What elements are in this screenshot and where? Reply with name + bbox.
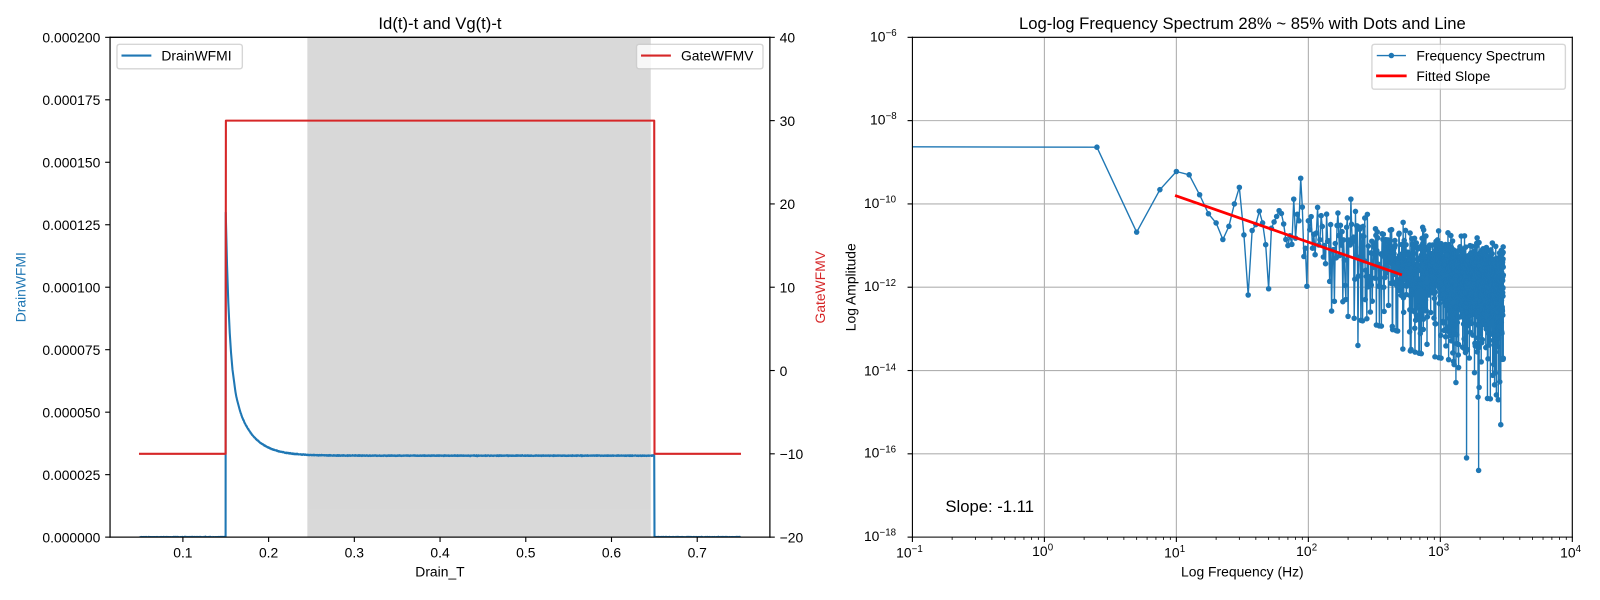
svg-text:0.000125: 0.000125 xyxy=(42,217,100,233)
svg-text:104: 104 xyxy=(1560,544,1582,560)
svg-text:10−16: 10−16 xyxy=(864,444,896,460)
svg-text:101: 101 xyxy=(1164,544,1185,560)
svg-text:0.000175: 0.000175 xyxy=(42,92,100,108)
svg-text:10−6: 10−6 xyxy=(870,28,897,44)
svg-text:Slope: -1.11: Slope: -1.11 xyxy=(945,497,1034,516)
svg-text:DrainWFMI: DrainWFMI xyxy=(161,47,231,63)
svg-text:0.5: 0.5 xyxy=(516,544,536,560)
svg-text:20: 20 xyxy=(780,196,796,212)
svg-text:30: 30 xyxy=(780,113,796,129)
svg-text:0.3: 0.3 xyxy=(345,544,365,560)
svg-text:40: 40 xyxy=(780,30,796,46)
svg-text:Frequency Spectrum: Frequency Spectrum xyxy=(1416,47,1545,63)
svg-text:0.000075: 0.000075 xyxy=(42,342,100,358)
svg-text:100: 100 xyxy=(1032,543,1054,559)
svg-text:10: 10 xyxy=(780,280,796,296)
svg-text:0.000050: 0.000050 xyxy=(42,404,100,420)
svg-text:10−12: 10−12 xyxy=(864,278,896,294)
svg-text:0.000150: 0.000150 xyxy=(42,155,100,171)
svg-text:GateWFMV: GateWFMV xyxy=(812,250,828,323)
svg-text:10−14: 10−14 xyxy=(864,362,897,378)
svg-text:Fitted Slope: Fitted Slope xyxy=(1416,68,1490,84)
svg-text:10−1: 10−1 xyxy=(896,544,923,560)
svg-text:0.6: 0.6 xyxy=(602,544,622,560)
svg-text:0.000200: 0.000200 xyxy=(42,30,100,46)
svg-text:Id(t)-t and Vg(t)-t: Id(t)-t and Vg(t)-t xyxy=(378,14,501,33)
svg-text:0.000000: 0.000000 xyxy=(42,529,100,545)
svg-text:0: 0 xyxy=(780,363,788,379)
svg-text:Log Frequency (Hz): Log Frequency (Hz) xyxy=(1181,563,1304,579)
svg-text:102: 102 xyxy=(1296,543,1317,559)
svg-text:0.000100: 0.000100 xyxy=(42,280,100,296)
svg-text:10−18: 10−18 xyxy=(864,528,896,544)
svg-text:0.1: 0.1 xyxy=(173,544,193,560)
svg-text:103: 103 xyxy=(1428,543,1449,559)
svg-text:0.7: 0.7 xyxy=(688,544,708,560)
svg-text:0.4: 0.4 xyxy=(430,544,450,560)
svg-text:Log Amplitude: Log Amplitude xyxy=(843,243,859,331)
svg-text:0.2: 0.2 xyxy=(259,544,279,560)
svg-text:10−8: 10−8 xyxy=(870,111,897,127)
svg-text:DrainWFMI: DrainWFMI xyxy=(13,252,29,322)
svg-text:−10: −10 xyxy=(780,446,804,462)
svg-text:0.000025: 0.000025 xyxy=(42,467,100,483)
svg-text:Log-log Frequency Spectrum 28%: Log-log Frequency Spectrum 28% ~ 85% wit… xyxy=(1019,14,1466,33)
svg-text:−20: −20 xyxy=(780,529,804,545)
svg-text:GateWFMV: GateWFMV xyxy=(681,47,754,63)
svg-text:10−10: 10−10 xyxy=(864,195,897,211)
svg-text:Drain_T: Drain_T xyxy=(415,563,465,579)
